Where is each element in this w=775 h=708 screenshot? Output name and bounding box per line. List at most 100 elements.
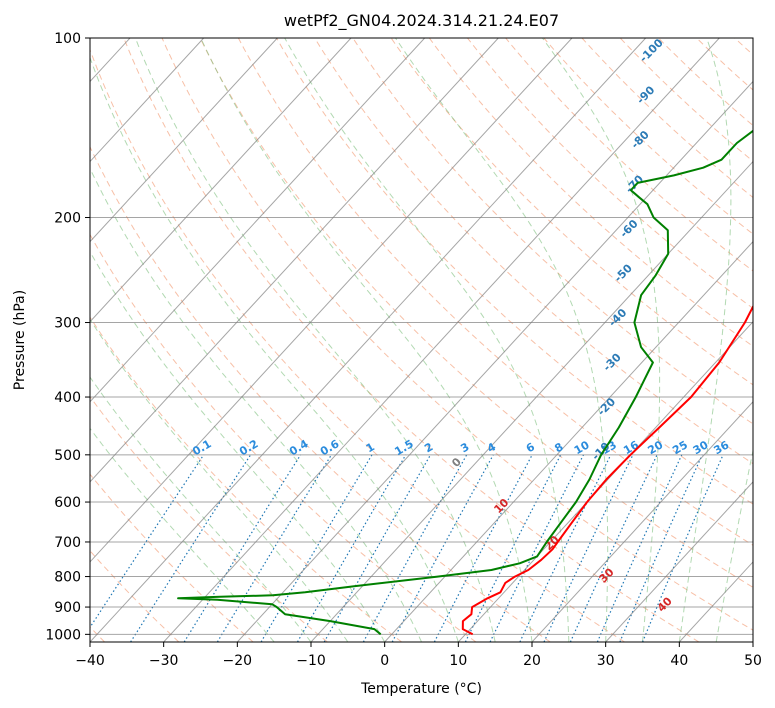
mixing-ratio-line — [489, 454, 585, 642]
y-axis-label: Pressure (hPa) — [12, 290, 28, 390]
profiles — [177, 129, 753, 636]
mixing-ratio-label: 2 — [422, 440, 435, 455]
y-axis-ticks: 100 200 300 400 500 600 700 800 900 1000 — [45, 31, 90, 643]
x-tick-label-5: 10 — [449, 653, 467, 669]
mixing-ratio-lines — [90, 454, 724, 642]
mixing-ratio-line — [260, 454, 373, 642]
x-tick-label-6: 20 — [523, 653, 541, 669]
dry-adiabat — [428, 38, 753, 347]
dry-adiabat — [770, 35, 775, 642]
moist-adiabat-label: -40 — [606, 306, 629, 329]
moist-adiabat — [284, 38, 570, 642]
y-tick-label-800: 800 — [54, 570, 81, 586]
x-tick-label-3: −10 — [296, 653, 326, 669]
moist-adiabat — [395, 38, 609, 642]
chart-title: wetPf2_GN04.2024.314.21.24.E07 — [284, 11, 559, 31]
isotherm — [310, 160, 753, 642]
dry-adiabat — [275, 38, 753, 505]
isotherm — [90, 38, 278, 243]
mixing-ratio-line — [296, 454, 407, 642]
dry-adiabat — [352, 38, 753, 425]
y-tick-label-500: 500 — [54, 448, 81, 464]
plot-frame — [89, 37, 754, 643]
dry-adiabat — [619, 38, 753, 162]
x-tick-label-7: 30 — [597, 653, 615, 669]
mixing-ratio-line — [543, 454, 634, 642]
dry-adiabat — [90, 473, 254, 642]
mixing-ratio-line — [596, 454, 683, 642]
dry-adiabat — [90, 233, 477, 642]
dry-adiabat — [199, 38, 753, 588]
mixing-ratio-line — [216, 454, 332, 642]
isotherm — [457, 320, 753, 642]
moist-adiabat-label: -50 — [612, 261, 635, 284]
dry-adiabat — [657, 38, 753, 127]
moist-adiabat-label: -100 — [637, 36, 666, 65]
moist-adiabat-label: -20 — [595, 395, 618, 418]
x-tick-label-0: −40 — [75, 653, 105, 669]
y-tick-label-300: 300 — [54, 316, 81, 332]
isotherm — [90, 38, 499, 483]
isotherm — [90, 38, 647, 642]
y-tick-label-200: 200 — [54, 211, 81, 227]
moist-adiabats — [90, 38, 753, 642]
moist-adiabat — [715, 448, 753, 642]
isotherm — [90, 38, 573, 563]
x-tick-label-4: 0 — [380, 653, 389, 669]
dry-adiabat — [90, 395, 328, 642]
moist-adiabat — [90, 250, 386, 642]
mixing-ratio-line — [569, 454, 658, 642]
mixing-ratio-line — [642, 454, 724, 642]
y-tick-label-400: 400 — [54, 390, 81, 406]
moist-adiabat-label: -30 — [601, 350, 624, 373]
y-tick-label-700: 700 — [54, 535, 81, 551]
isotherm — [163, 38, 720, 642]
dewpoint-profile — [177, 129, 753, 636]
isotherm — [236, 80, 753, 642]
moist-adiabat-label: -90 — [634, 83, 657, 106]
isotherm — [384, 240, 753, 642]
line-labels: 0.1 0.2 0.4 0.6 1 1.5 2 3 4 6 8 10 13 16 20 25 30 36-100-… — [190, 36, 731, 615]
x-tick-label-9: 50 — [744, 653, 762, 669]
y-tick-label-900: 900 — [54, 600, 81, 616]
moist-adiabat — [90, 427, 275, 642]
isotherm — [752, 641, 753, 642]
isobars — [90, 38, 753, 635]
mixing-ratio-line — [433, 454, 533, 642]
moist-adiabat-label: -80 — [629, 128, 652, 151]
isotherm — [678, 561, 753, 642]
dry-adiabat — [466, 38, 753, 309]
x-tick-label-2: −20 — [223, 653, 253, 669]
moist-adiabat — [678, 38, 732, 642]
x-axis-label: Temperature (°C) — [360, 681, 482, 697]
isotherm — [90, 38, 352, 323]
plot-area: 0.1 0.2 0.4 0.6 1 1.5 2 3 4 6 8 10 13 16 20 25 30 36-100-… — [90, 35, 775, 642]
dry-adiabat — [581, 38, 753, 199]
dry-adiabat — [314, 38, 753, 465]
x-axis-ticks: −40 −30 −20 −10 0 10 20 30 40 50 — [75, 642, 762, 669]
x-tick-label-1: −30 — [149, 653, 179, 669]
mixing-ratio-line — [519, 454, 612, 642]
dry-adiabat — [90, 316, 403, 642]
isotherms — [90, 38, 753, 642]
mixing-ratio-line — [90, 454, 205, 629]
isotherm — [90, 38, 426, 403]
dry-adiabat — [161, 38, 753, 631]
dry-adiabat — [90, 48, 625, 642]
y-tick-label-600: 600 — [54, 495, 81, 511]
moist-adiabat-label: -60 — [617, 217, 640, 240]
dry-adiabat-label: 40 — [655, 594, 675, 614]
isotherm — [531, 401, 753, 642]
mixing-ratio-line — [183, 454, 302, 642]
dry-adiabat — [90, 145, 551, 642]
y-tick-label-100: 100 — [54, 31, 81, 47]
x-tick-label-8: 40 — [670, 653, 688, 669]
moist-adiabat — [541, 38, 661, 642]
mixing-ratio-line — [323, 454, 432, 642]
dry-adiabat — [237, 38, 753, 546]
isotherm — [90, 38, 205, 163]
mixing-ratio-line — [362, 454, 468, 642]
moist-adiabat — [200, 38, 533, 642]
mixing-ratio-line — [619, 454, 703, 642]
